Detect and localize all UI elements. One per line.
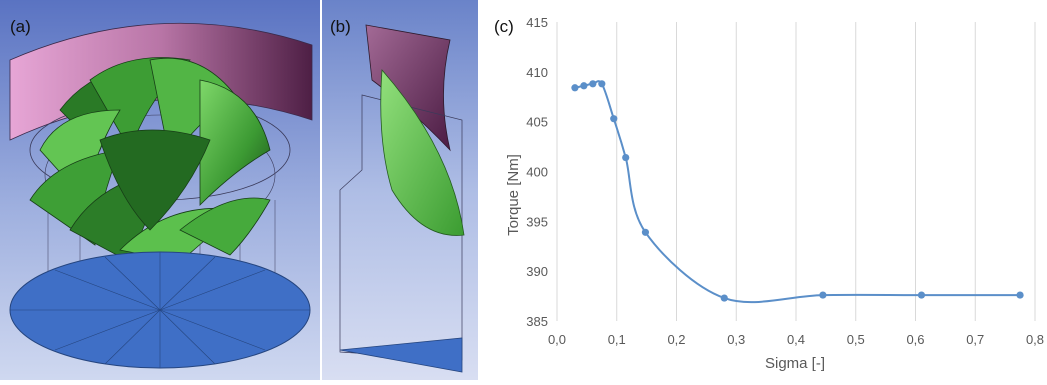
panel-b-section-render: (b): [322, 0, 478, 380]
data-point: [580, 82, 588, 90]
x-tick-label: 0,6: [906, 332, 924, 347]
torque-series-points: [571, 80, 1024, 302]
data-point: [1016, 291, 1024, 299]
y-tick-label: 410: [526, 65, 548, 80]
data-point: [720, 294, 728, 302]
runner-render-image: (a): [0, 0, 320, 380]
data-point: [571, 84, 579, 92]
data-point: [641, 228, 650, 236]
x-tick-label: 0,3: [727, 332, 745, 347]
y-tick-labels: 385 390 395 400 405 410 415: [526, 15, 548, 329]
y-tick-label: 395: [526, 214, 548, 229]
x-tick-labels: 0,0 0,1 0,2 0,3 0,4 0,5 0,6 0,7 0,8: [548, 332, 1044, 347]
y-tick-label: 390: [526, 264, 548, 279]
y-tick-label: 415: [526, 15, 548, 30]
chart-grid: [556, 22, 1036, 321]
panel-a-runner-render: (a): [0, 0, 320, 380]
data-point: [598, 80, 606, 88]
y-axis-title: Torque [Nm]: [505, 154, 522, 236]
y-tick-label: 405: [526, 115, 548, 130]
data-point: [917, 291, 926, 299]
x-tick-label: 0,0: [548, 332, 566, 347]
x-tick-label: 0,7: [966, 332, 984, 347]
y-tick-label: 385: [526, 314, 548, 329]
data-point: [622, 153, 630, 162]
x-axis-title: Sigma [-]: [765, 355, 825, 372]
section-render-image: (b): [322, 0, 478, 380]
torque-series-line: [574, 80, 1021, 304]
x-tick-label: 0,5: [847, 332, 865, 347]
data-point: [589, 80, 597, 88]
panel-b-label: (b): [330, 17, 351, 36]
x-tick-label: 0,2: [667, 332, 685, 347]
data-point: [819, 291, 827, 299]
y-tick-label: 400: [526, 165, 548, 180]
data-point: [610, 115, 618, 123]
x-tick-label: 0,1: [608, 332, 626, 347]
panel-a-label: (a): [10, 17, 31, 36]
panel-c-torque-chart: (c) 385 390 395 400 405 410 415 0,0 0,1 0,2 0,3 0,…: [480, 0, 1047, 380]
x-tick-label: 0,4: [787, 332, 805, 347]
x-tick-label: 0,8: [1026, 332, 1044, 347]
panel-c-label: (c): [494, 17, 514, 36]
